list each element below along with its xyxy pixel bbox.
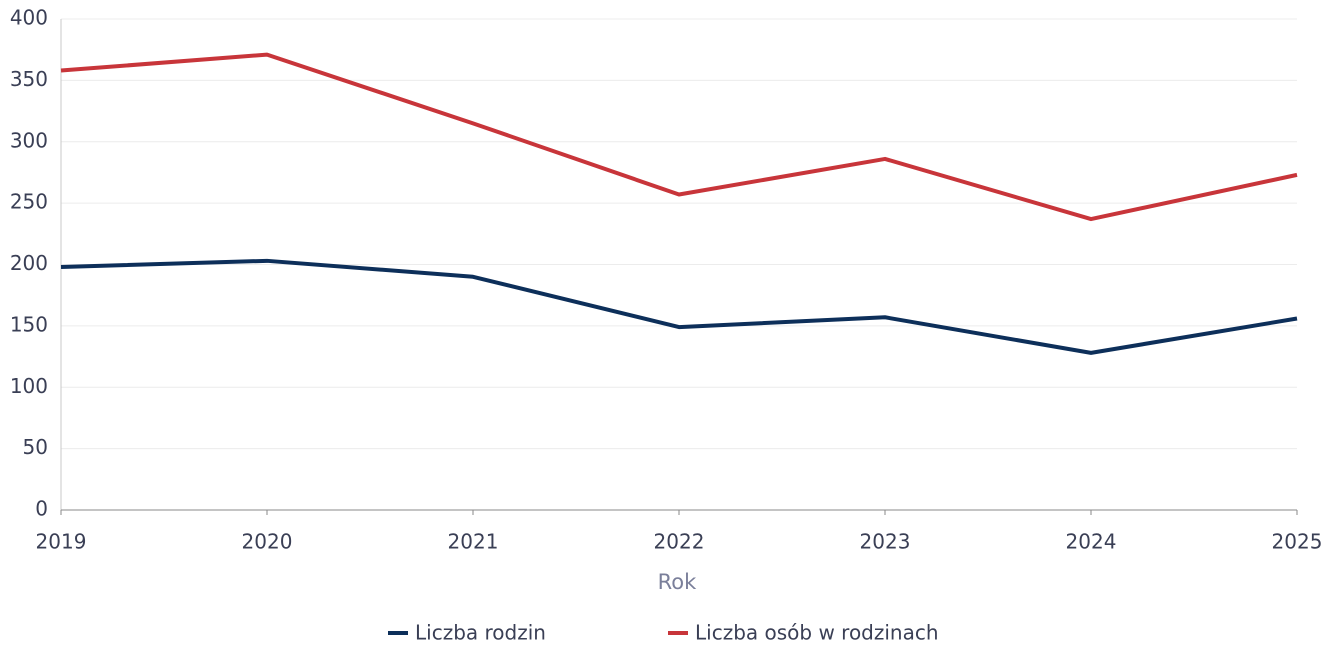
- data-line: [60, 258, 1298, 355]
- y-tick-label: 100: [10, 374, 48, 398]
- x-tick-label: 2025: [1272, 530, 1323, 554]
- legend-label: Liczba rodzin: [415, 621, 546, 645]
- data-line: [60, 52, 1298, 222]
- y-tick-label: 150: [10, 312, 48, 336]
- y-tick-label: 400: [10, 6, 48, 30]
- x-axis-label: Rok: [658, 570, 697, 594]
- x-tick-label: 2020: [242, 530, 293, 554]
- y-tick-label: 200: [10, 251, 48, 275]
- legend-label: Liczba osób w rodzinach: [695, 621, 939, 645]
- x-tick-label: 2023: [860, 530, 911, 554]
- x-tick-label: 2022: [654, 530, 705, 554]
- y-tick-label: 50: [23, 435, 48, 459]
- y-tick-label: 250: [10, 190, 48, 214]
- x-tick-label: 2021: [448, 530, 499, 554]
- y-tick-label: 0: [35, 497, 48, 521]
- x-tick-label: 2019: [36, 530, 87, 554]
- y-tick-label: 350: [10, 67, 48, 91]
- y-tick-label: 300: [10, 128, 48, 152]
- x-tick-label: 2024: [1066, 530, 1117, 554]
